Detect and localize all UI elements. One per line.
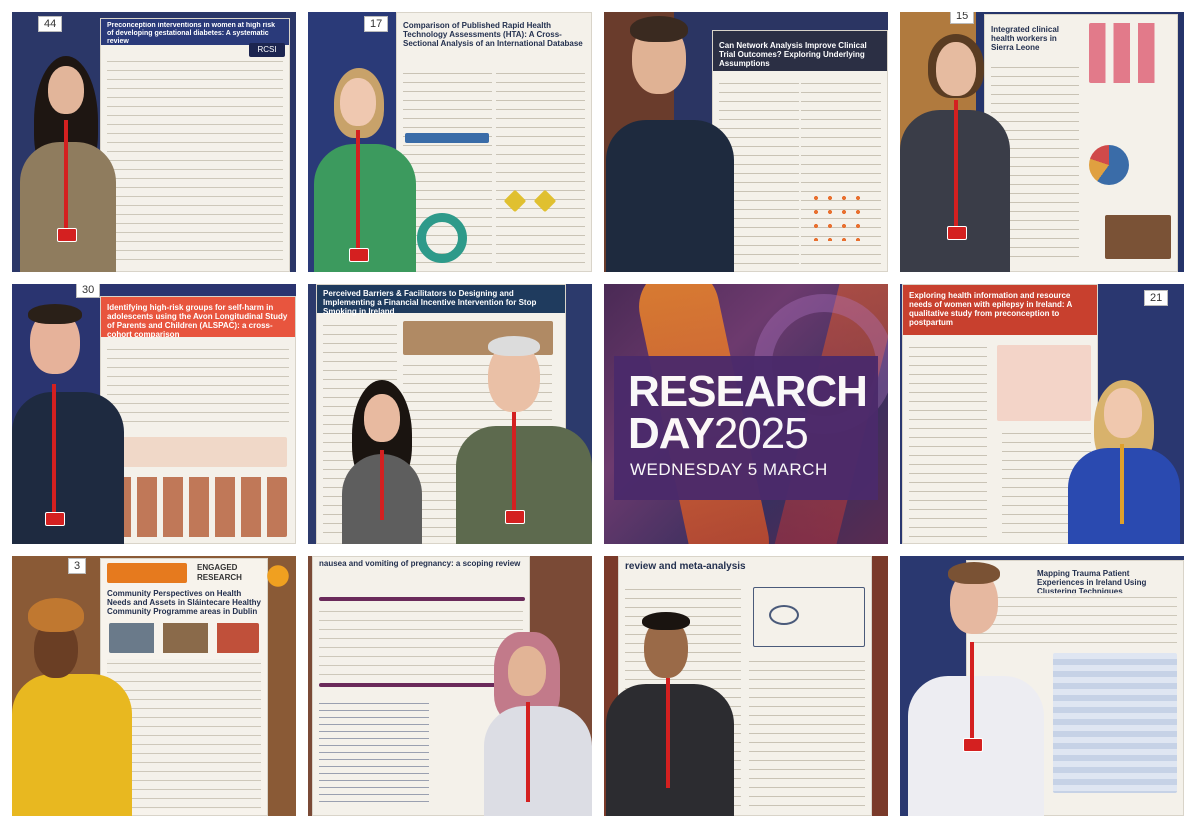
event-title-line2: DAY2025	[628, 409, 809, 458]
photo-tile-9: ENGAGED RESEARCH Community Perspectives …	[12, 556, 296, 816]
board-number: 15	[950, 12, 975, 24]
poster-title: Comparison of Published Rapid Health Tec…	[403, 21, 583, 48]
rosette-icon	[266, 556, 290, 596]
poster: Preconception interventions in women at …	[100, 18, 290, 272]
event-title-day: DAY	[628, 409, 715, 458]
photo-tile-6: Perceived Barriers & Facilitators to Des…	[308, 284, 592, 544]
board-number: 17	[364, 16, 389, 32]
board-number: 21	[1144, 290, 1169, 306]
poster-title: Preconception interventions in women at …	[107, 22, 276, 45]
photo-tile-8: Exploring health information and resourc…	[900, 284, 1184, 544]
poster: Identifying high-risk groups for self-ha…	[100, 296, 296, 544]
poster-title: Identifying high-risk groups for self-ha…	[107, 303, 288, 339]
event-title-line1: RESEARCH	[628, 367, 868, 416]
photo-tile-2: Comparison of Published Rapid Health Tec…	[308, 12, 592, 272]
photo-tile-11: review and meta-analysis	[604, 556, 888, 816]
poster-title: Integrated clinical health workers in Si…	[991, 25, 1060, 52]
board-number: 30	[76, 284, 101, 298]
photo-tile-1: Preconception interventions in women at …	[12, 12, 296, 272]
research-day-title-card: RESEARCH DAY2025 WEDNESDAY 5 MARCH	[604, 284, 888, 544]
poster: Can Network Analysis Improve Clinical Tr…	[712, 30, 888, 272]
photo-tile-10: nausea and vomiting of pregnancy: a scop…	[308, 556, 592, 816]
poster-label: ENGAGED RESEARCH	[197, 563, 242, 582]
poster-title: Community Perspectives on Health Needs a…	[107, 589, 261, 616]
board-number: 3	[68, 558, 87, 574]
photo-collage: Preconception interventions in women at …	[12, 12, 1184, 816]
event-year: 2025	[713, 409, 809, 458]
poster-title: review and meta-analysis	[625, 561, 746, 572]
poster-title: nausea and vomiting of pregnancy: a scop…	[319, 559, 521, 568]
poster-title: Mapping Trauma Patient Experiences in Ir…	[1037, 569, 1147, 596]
board-number: 44	[38, 16, 63, 32]
poster: Integrated clinical health workers in Si…	[984, 14, 1178, 272]
poster: Exploring health information and resourc…	[902, 284, 1098, 544]
photo-tile-5: Identifying high-risk groups for self-ha…	[12, 284, 296, 544]
event-date: WEDNESDAY 5 MARCH	[630, 460, 828, 479]
photo-tile-4: Integrated clinical health workers in Si…	[900, 12, 1184, 272]
photo-tile-3: Can Network Analysis Improve Clinical Tr…	[604, 12, 888, 272]
poster-title: Exploring health information and resourc…	[909, 291, 1072, 327]
poster-title: Can Network Analysis Improve Clinical Tr…	[719, 41, 867, 68]
poster-title: Perceived Barriers & Facilitators to Des…	[323, 289, 537, 316]
poster: Comparison of Published Rapid Health Tec…	[396, 12, 592, 272]
title-panel: RESEARCH DAY2025 WEDNESDAY 5 MARCH	[614, 356, 878, 500]
photo-tile-12: Mapping Trauma Patient Experiences in Ir…	[900, 556, 1184, 816]
poster-logo: RCSI	[249, 43, 285, 57]
